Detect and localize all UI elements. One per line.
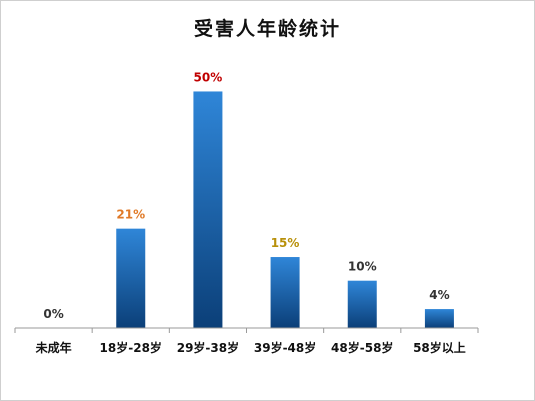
x-tick-label-5: 58岁以上 — [413, 340, 466, 355]
data-label-2: 50% — [194, 70, 223, 84]
bar-5 — [424, 309, 454, 328]
bar-2 — [193, 91, 223, 328]
x-tick-label-4: 48岁-58岁 — [331, 340, 393, 355]
bar-1 — [116, 228, 146, 328]
data-label-3: 15% — [271, 236, 300, 250]
bar-3 — [270, 257, 300, 328]
x-tick-label-0: 未成年 — [35, 340, 72, 355]
data-label-1: 21% — [116, 208, 145, 222]
chart-title: 受害人年龄统计 — [193, 18, 341, 40]
data-label-5: 4% — [429, 288, 449, 302]
x-tick-label-1: 18岁-28岁 — [100, 340, 162, 355]
data-label-0: 0% — [43, 307, 63, 321]
bar-4 — [347, 280, 377, 328]
data-label-4: 10% — [348, 260, 377, 274]
x-tick-label-2: 29岁-38岁 — [177, 340, 239, 355]
x-tick-label-3: 39岁-48岁 — [254, 340, 316, 355]
